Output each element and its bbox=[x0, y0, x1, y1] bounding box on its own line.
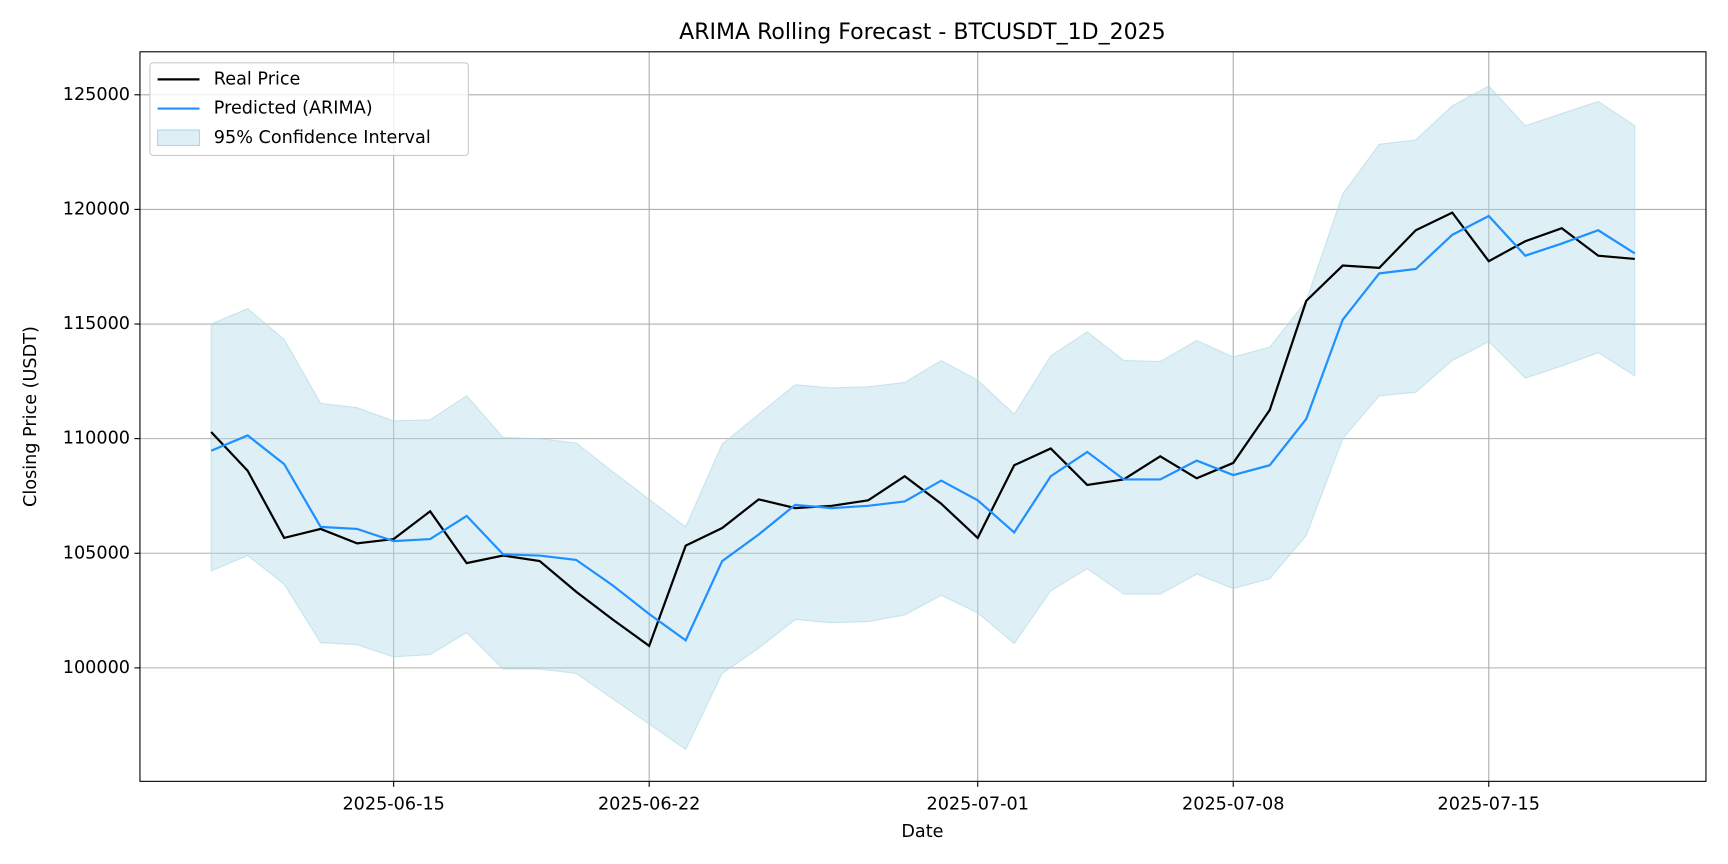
y-tick-label: 120000 bbox=[63, 199, 130, 219]
legend-label: 95% Confidence Interval bbox=[214, 128, 431, 148]
legend-box bbox=[149, 62, 469, 156]
x-tick-label: 2025-07-01 bbox=[926, 794, 1028, 814]
x-tick-label: 2025-06-22 bbox=[598, 794, 700, 814]
y-tick-label: 115000 bbox=[63, 314, 130, 334]
x-tick-label: 2025-07-15 bbox=[1438, 794, 1540, 814]
confidence-band bbox=[210, 85, 1636, 751]
x-tick-label: 2025-06-15 bbox=[342, 794, 444, 814]
line-series bbox=[210, 214, 1636, 643]
legend-label: Predicted (ARIMA) bbox=[214, 99, 373, 119]
y-axis-label: Closing Price (USDT) bbox=[21, 326, 41, 507]
legend-label: Real Price bbox=[214, 69, 301, 89]
y-tick-label: 110000 bbox=[63, 429, 130, 449]
legend-swatch bbox=[157, 129, 201, 147]
y-tick-label: 100000 bbox=[63, 658, 130, 678]
x-tick-label: 2025-07-08 bbox=[1182, 794, 1284, 814]
plot-frame bbox=[139, 51, 1707, 782]
legend: Real Price Predicted (ARIMA) 95% Confidenc… bbox=[149, 62, 469, 156]
y-tick-label: 125000 bbox=[63, 85, 130, 105]
chart-title: ARIMA Rolling Forecast - BTCUSDT_1D_2025 bbox=[679, 20, 1166, 45]
x-axis-label: Date bbox=[901, 822, 943, 842]
y-tick-label: 105000 bbox=[63, 543, 130, 563]
